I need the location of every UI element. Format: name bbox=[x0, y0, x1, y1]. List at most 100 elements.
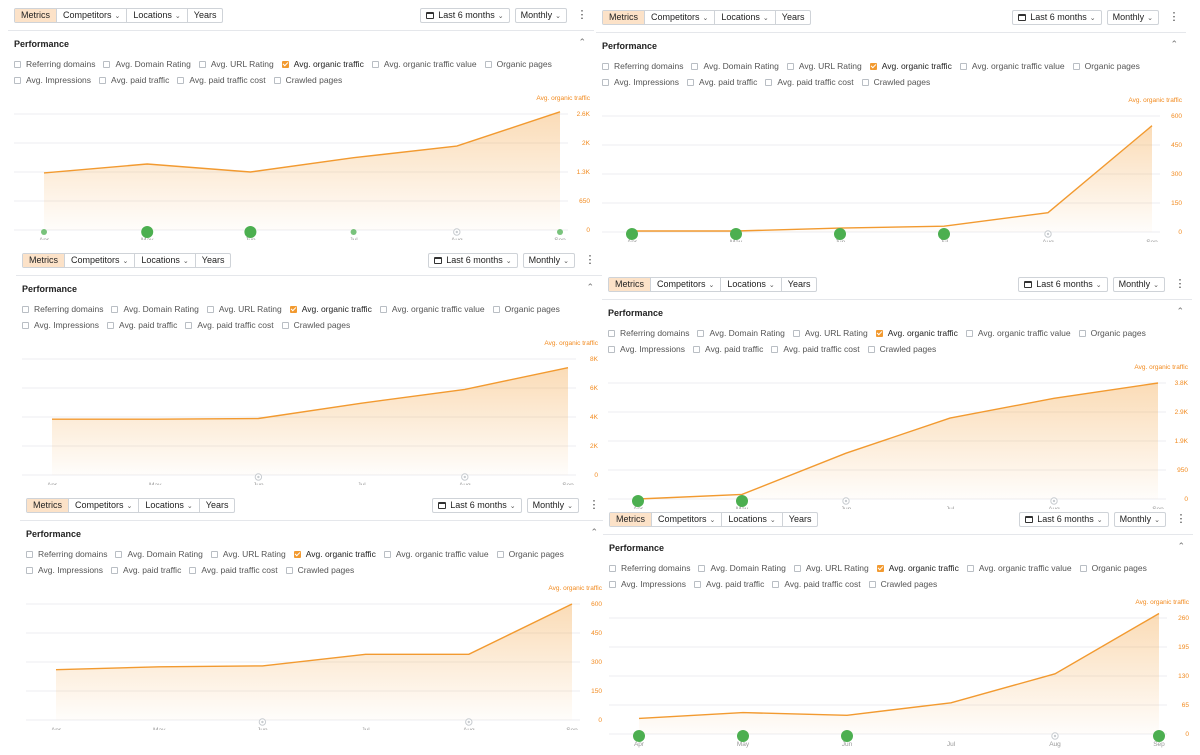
event-marker[interactable] bbox=[626, 228, 638, 240]
checkbox-icon[interactable] bbox=[107, 321, 115, 329]
event-marker[interactable] bbox=[1153, 730, 1165, 742]
tab-years[interactable]: Years bbox=[776, 11, 811, 24]
metric-checkbox[interactable]: Crawled pages bbox=[867, 344, 936, 354]
checkbox-icon[interactable] bbox=[861, 78, 869, 86]
checkbox-icon[interactable] bbox=[608, 345, 615, 353]
tab-locations[interactable]: Locations ⌄ bbox=[722, 513, 783, 526]
checkbox-icon[interactable] bbox=[273, 76, 281, 84]
checkbox-checked-icon[interactable] bbox=[876, 564, 884, 572]
event-marker[interactable] bbox=[41, 229, 47, 235]
interval-dropdown[interactable]: Monthly ⌄ bbox=[526, 498, 579, 513]
metric-checkbox[interactable]: Avg. Domain Rating bbox=[697, 328, 785, 338]
checkbox-icon[interactable] bbox=[198, 60, 206, 68]
tab-locations[interactable]: Locations ⌄ bbox=[715, 11, 776, 24]
event-marker[interactable] bbox=[834, 228, 846, 240]
date-range-dropdown[interactable]: Last 6 months ⌄ bbox=[1019, 512, 1109, 527]
checkbox-icon[interactable] bbox=[1072, 62, 1080, 70]
metric-checkbox[interactable]: Avg. organic traffic bbox=[281, 59, 364, 69]
checkbox-icon[interactable] bbox=[206, 305, 214, 313]
checkbox-icon[interactable] bbox=[115, 550, 123, 558]
more-options-icon[interactable]: ⋮ bbox=[576, 9, 588, 21]
metric-checkbox[interactable]: Avg. organic traffic value bbox=[965, 328, 1071, 338]
event-marker[interactable] bbox=[736, 495, 748, 507]
tab-competitors[interactable]: Competitors ⌄ bbox=[652, 513, 723, 526]
more-options-icon[interactable]: ⋮ bbox=[1175, 513, 1187, 525]
metric-checkbox[interactable]: Avg. paid traffic bbox=[694, 579, 764, 589]
interval-dropdown[interactable]: Monthly ⌄ bbox=[1112, 277, 1165, 292]
checkbox-icon[interactable] bbox=[492, 305, 500, 313]
metric-checkbox[interactable]: Avg. Impressions bbox=[602, 77, 679, 87]
tab-years[interactable]: Years bbox=[200, 499, 235, 512]
metric-checkbox[interactable]: Avg. organic traffic bbox=[289, 304, 372, 314]
metric-checkbox[interactable]: Avg. organic traffic bbox=[869, 61, 952, 71]
metric-checkbox[interactable]: Referring domains bbox=[14, 59, 95, 69]
metric-checkbox[interactable]: Avg. organic traffic bbox=[293, 549, 376, 559]
checkbox-icon[interactable] bbox=[281, 321, 289, 329]
tab-metrics[interactable]: Metrics bbox=[609, 278, 651, 291]
checkbox-icon[interactable] bbox=[22, 305, 29, 313]
metric-checkbox[interactable]: Crawled pages bbox=[868, 579, 937, 589]
metric-checkbox[interactable]: Avg. URL Rating bbox=[210, 549, 286, 559]
checkbox-icon[interactable] bbox=[867, 345, 875, 353]
tab-metrics[interactable]: Metrics bbox=[610, 513, 652, 526]
metric-checkbox[interactable]: Avg. Impressions bbox=[22, 320, 99, 330]
checkbox-icon[interactable] bbox=[111, 566, 119, 574]
checkbox-icon[interactable] bbox=[177, 76, 185, 84]
checkbox-icon[interactable] bbox=[189, 566, 197, 574]
checkbox-icon[interactable] bbox=[285, 566, 293, 574]
metric-checkbox[interactable]: Referring domains bbox=[609, 563, 690, 573]
checkbox-checked-icon[interactable] bbox=[869, 62, 877, 70]
event-marker[interactable] bbox=[841, 730, 853, 742]
checkbox-icon[interactable] bbox=[959, 62, 967, 70]
checkbox-icon[interactable] bbox=[26, 566, 33, 574]
tab-metrics[interactable]: Metrics bbox=[15, 9, 57, 22]
checkbox-icon[interactable] bbox=[22, 321, 29, 329]
tab-locations[interactable]: Locations ⌄ bbox=[135, 254, 196, 267]
tab-competitors[interactable]: Competitors ⌄ bbox=[69, 499, 140, 512]
tab-years[interactable]: Years bbox=[782, 278, 817, 291]
event-marker[interactable] bbox=[938, 228, 950, 240]
metric-checkbox[interactable]: Avg. Domain Rating bbox=[691, 61, 779, 71]
tab-locations[interactable]: Locations ⌄ bbox=[127, 9, 188, 22]
checkbox-icon[interactable] bbox=[602, 62, 609, 70]
metric-checkbox[interactable]: Crawled pages bbox=[273, 75, 342, 85]
checkbox-icon[interactable] bbox=[496, 550, 504, 558]
metric-checkbox[interactable]: Avg. paid traffic bbox=[687, 77, 757, 87]
metric-checkbox[interactable]: Avg. organic traffic bbox=[875, 328, 958, 338]
event-marker[interactable] bbox=[730, 228, 742, 240]
metric-checkbox[interactable]: Avg. Impressions bbox=[609, 579, 686, 589]
checkbox-checked-icon[interactable] bbox=[293, 550, 301, 558]
metric-checkbox[interactable]: Avg. Impressions bbox=[608, 344, 685, 354]
metric-checkbox[interactable]: Avg. paid traffic cost bbox=[185, 320, 274, 330]
checkbox-icon[interactable] bbox=[103, 60, 111, 68]
metric-checkbox[interactable]: Referring domains bbox=[602, 61, 683, 71]
tab-competitors[interactable]: Competitors ⌄ bbox=[645, 11, 716, 24]
tab-competitors[interactable]: Competitors ⌄ bbox=[65, 254, 136, 267]
checkbox-icon[interactable] bbox=[111, 305, 119, 313]
event-marker[interactable] bbox=[633, 730, 645, 742]
checkbox-icon[interactable] bbox=[694, 580, 702, 588]
metric-checkbox[interactable]: Avg. URL Rating bbox=[793, 563, 869, 573]
metric-checkbox[interactable]: Avg. paid traffic bbox=[111, 565, 181, 575]
metric-checkbox[interactable]: Referring domains bbox=[608, 328, 689, 338]
tab-locations[interactable]: Locations ⌄ bbox=[139, 499, 200, 512]
checkbox-checked-icon[interactable] bbox=[289, 305, 297, 313]
metric-checkbox[interactable]: Avg. URL Rating bbox=[198, 59, 274, 69]
metric-checkbox[interactable]: Avg. Domain Rating bbox=[698, 563, 786, 573]
event-marker[interactable] bbox=[737, 730, 749, 742]
metric-checkbox[interactable]: Avg. URL Rating bbox=[786, 61, 862, 71]
metric-checkbox[interactable]: Referring domains bbox=[26, 549, 107, 559]
tab-years[interactable]: Years bbox=[188, 9, 223, 22]
checkbox-icon[interactable] bbox=[966, 564, 974, 572]
metric-checkbox[interactable]: Avg. URL Rating bbox=[206, 304, 282, 314]
metric-checkbox[interactable]: Avg. URL Rating bbox=[792, 328, 868, 338]
checkbox-icon[interactable] bbox=[765, 78, 773, 86]
checkbox-icon[interactable] bbox=[484, 60, 492, 68]
collapse-icon[interactable]: ⌃ bbox=[586, 282, 594, 292]
interval-dropdown[interactable]: Monthly ⌄ bbox=[1113, 512, 1166, 527]
metric-checkbox[interactable]: Organic pages bbox=[484, 59, 552, 69]
tab-competitors[interactable]: Competitors ⌄ bbox=[651, 278, 722, 291]
metric-checkbox[interactable]: Avg. paid traffic cost bbox=[771, 344, 860, 354]
tab-years[interactable]: Years bbox=[783, 513, 818, 526]
metric-checkbox[interactable]: Organic pages bbox=[1079, 563, 1147, 573]
